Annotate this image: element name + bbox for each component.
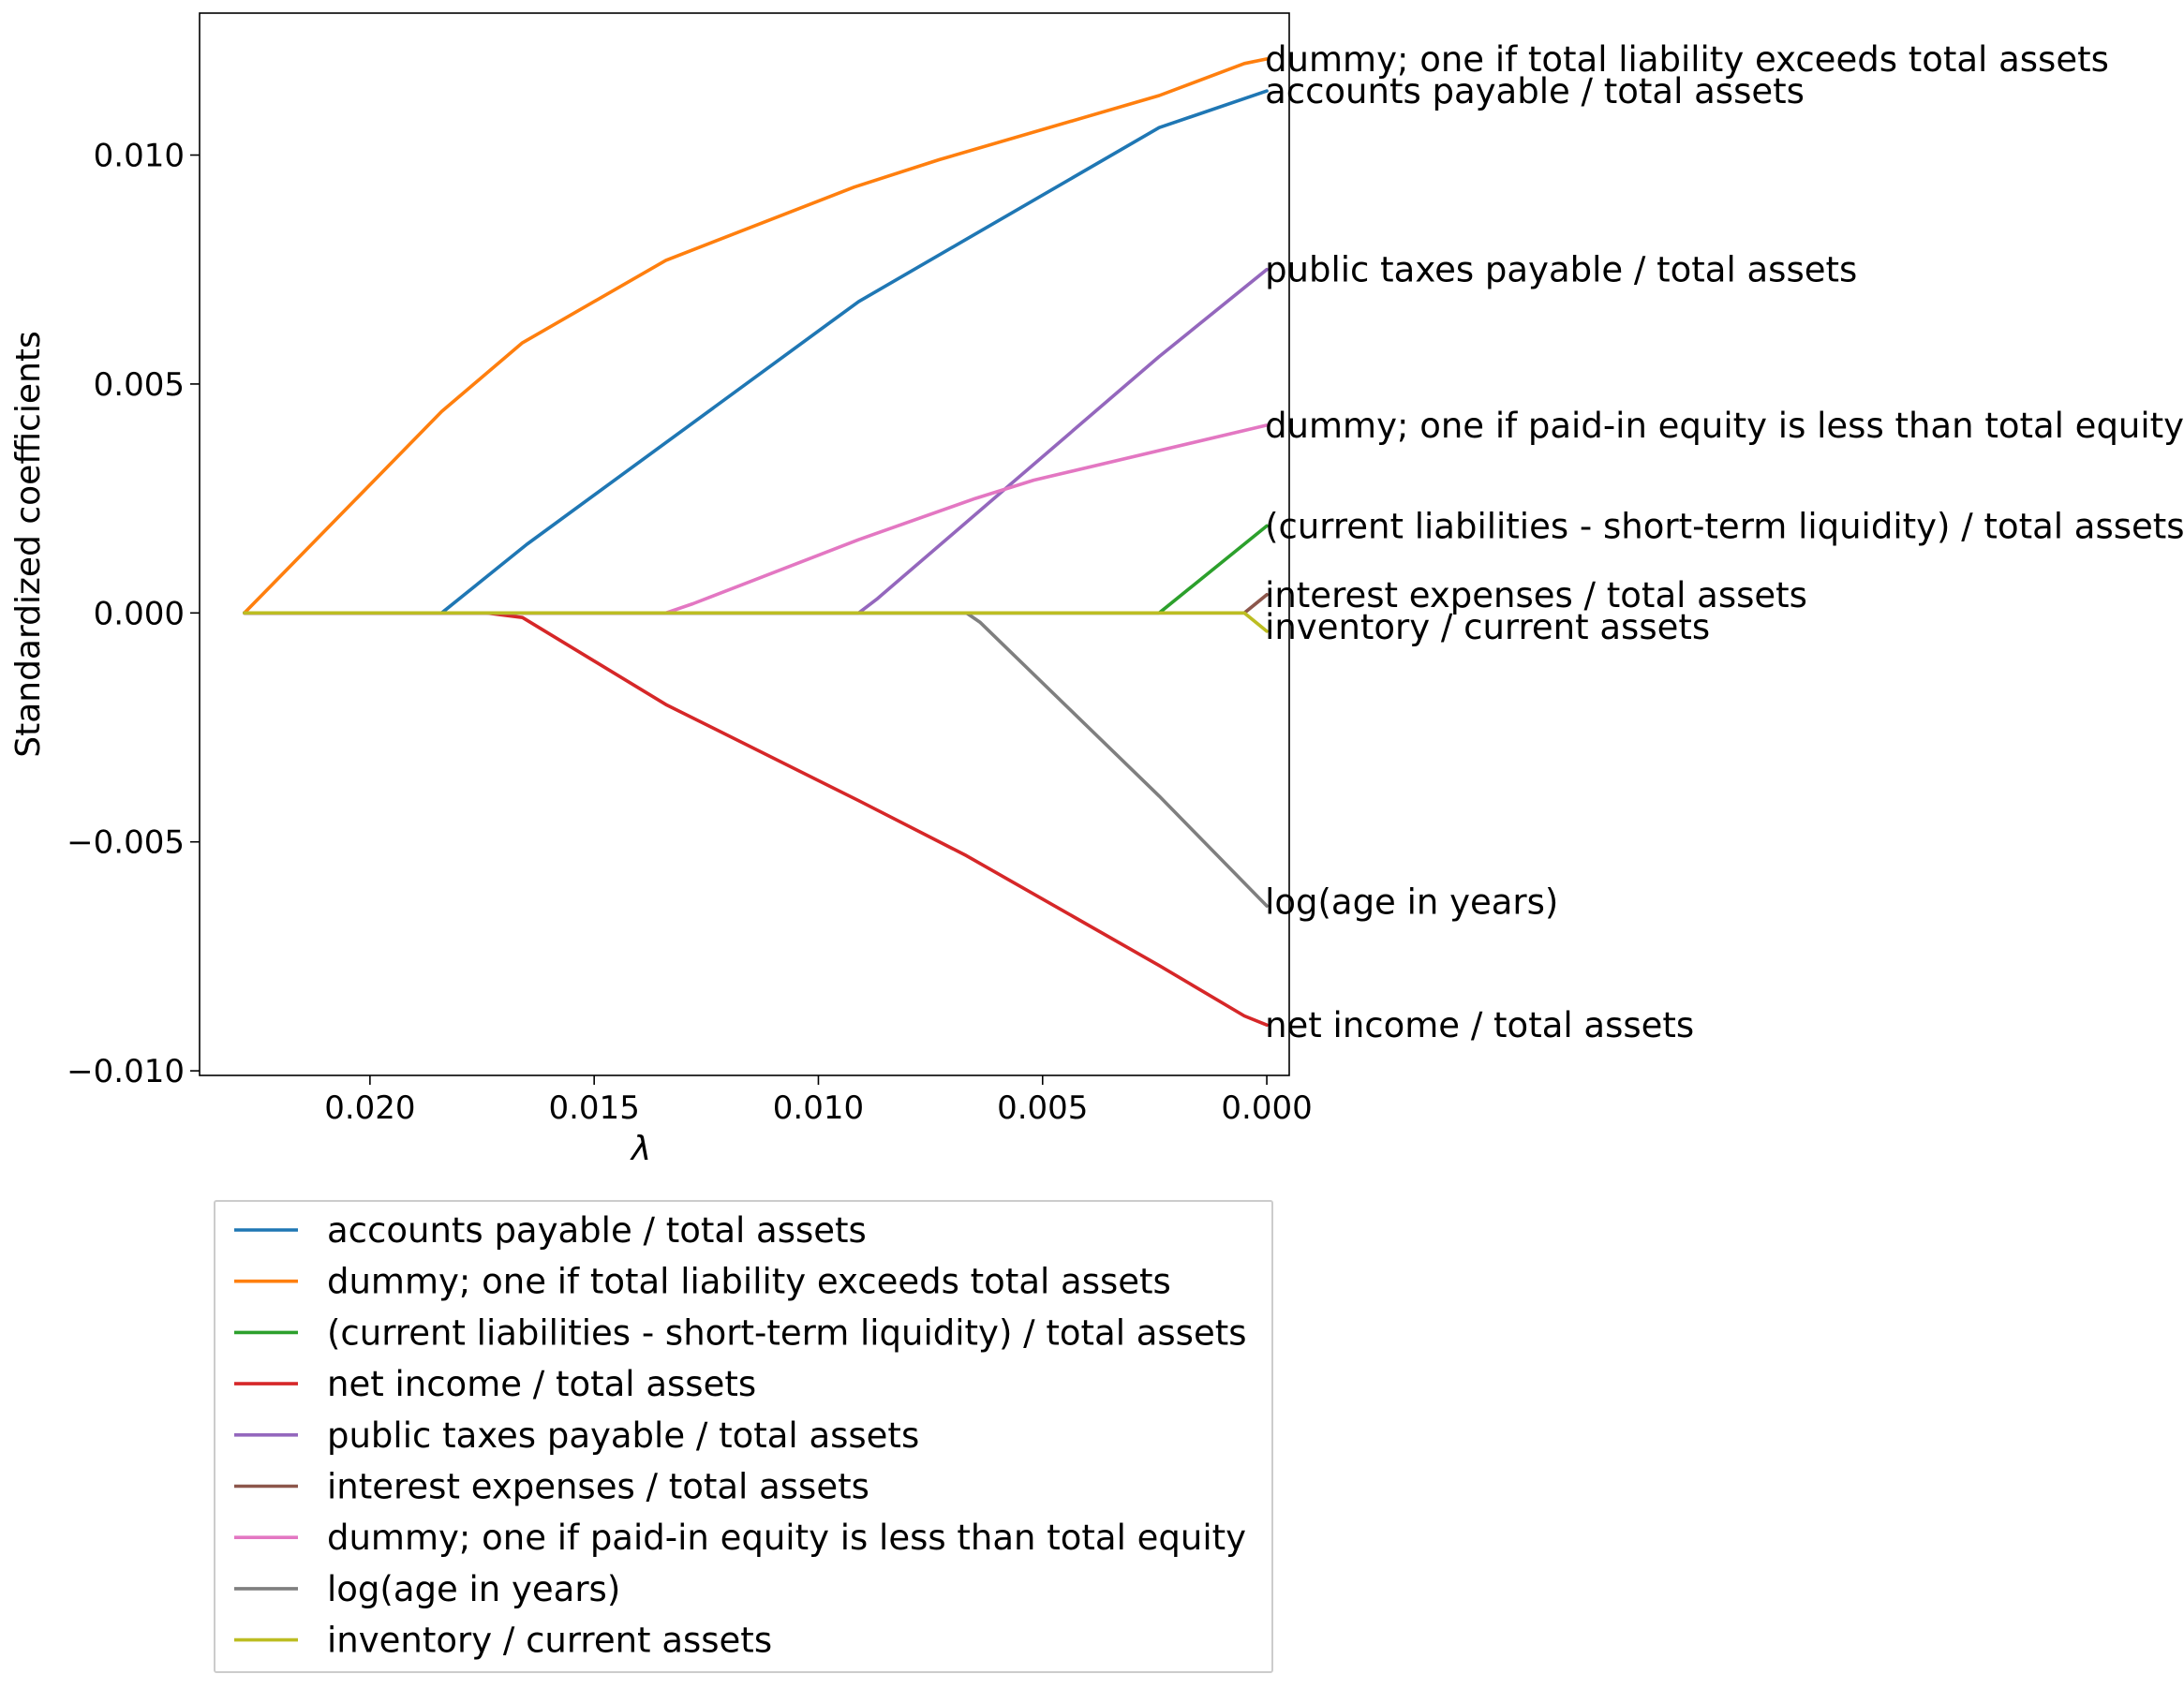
legend-label: (current liabilities - short-term liquid… (327, 1312, 1247, 1353)
end-label-5: (current liabilities - short-term liquid… (1265, 506, 2184, 546)
end-label-1: dummy; one if total liability exceeds to… (1265, 39, 2109, 80)
y-tick-label: −0.005 (67, 824, 185, 862)
legend-label: interest expenses / total assets (327, 1467, 869, 1507)
x-tick-label: 0.015 (548, 1089, 639, 1127)
legend-label: accounts payable / total assets (327, 1210, 867, 1251)
end-label-4: dummy; one if paid-in equity is less tha… (1265, 406, 2184, 446)
x-axis-title: λ (630, 1130, 651, 1168)
end-label-3: public taxes payable / total assets (1265, 250, 1857, 290)
y-tick-label: 0.010 (94, 138, 185, 175)
legend-label: dummy; one if paid-in equity is less tha… (327, 1518, 1246, 1558)
legend-label: log(age in years) (327, 1569, 620, 1609)
end-label-7: inventory / current assets (1265, 607, 1710, 647)
x-tick-label: 0.005 (997, 1089, 1088, 1127)
legend-label: public taxes payable / total assets (327, 1415, 919, 1456)
legend-box (214, 1200, 1273, 1673)
x-tick-label: 0.020 (324, 1089, 415, 1127)
x-axis: 0.020 0.015 0.010 0.005 0.000 (324, 1075, 1313, 1127)
legend-label: inventory / current assets (327, 1621, 772, 1661)
y-axis: 0.010 0.005 0.000 −0.005 −0.010 (67, 138, 200, 1090)
end-label-8: log(age in years) (1265, 882, 1558, 922)
x-tick-label: 0.010 (773, 1089, 864, 1127)
end-label-2: accounts payable / total assets (1265, 71, 1805, 111)
plot-frame (199, 12, 1290, 1076)
series-line-9 (243, 611, 1269, 633)
y-tick-label: 0.005 (94, 366, 185, 404)
series-layer (243, 57, 1269, 1027)
y-tick-label: −0.010 (67, 1053, 185, 1090)
y-axis-title: Standardized coefficients (9, 331, 48, 758)
legend: accounts payable / total assets dummy; on… (214, 1200, 1273, 1673)
end-label-6: interest expenses / total assets (1265, 575, 1807, 615)
legend-label: dummy; one if total liability exceeds to… (327, 1262, 1171, 1302)
end-label-9: net income / total assets (1265, 1005, 1694, 1045)
series-line-2 (243, 57, 1269, 615)
y-tick-label: 0.000 (94, 595, 185, 632)
line-end-labels: dummy; one if total liability exceeds to… (1265, 39, 2184, 1045)
x-tick-label: 0.000 (1221, 1089, 1312, 1127)
legend-label: net income / total assets (327, 1364, 756, 1404)
